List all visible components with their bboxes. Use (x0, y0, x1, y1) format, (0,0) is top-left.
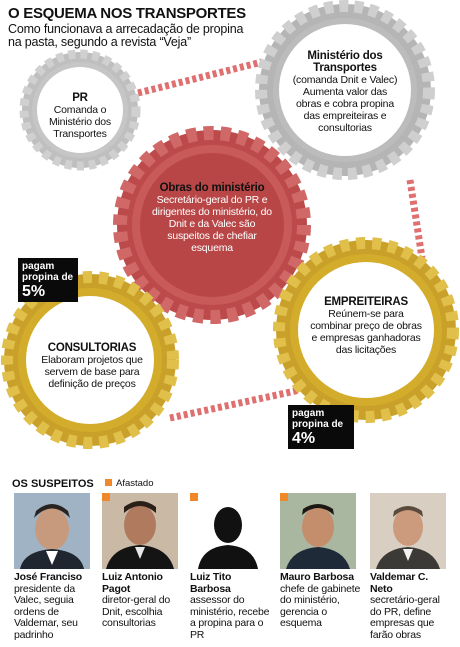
suspect-desc: assessor do ministério, recebe a propina… (190, 594, 270, 641)
suspect-name: Luiz Tito Barbosa (190, 571, 232, 595)
afastado-flag (190, 493, 198, 501)
gear-pr (19, 49, 141, 171)
suspect-desc: chefe de gabinete do ministério, gerenci… (280, 582, 361, 629)
afastado-legend: Afastado (105, 478, 154, 489)
gear-ministerio-text: Ministério dos Transportes (comanda Dnit… (290, 50, 400, 134)
suspect-name: Luiz Antonio Pagot (102, 571, 163, 595)
gear-pr-title: PR (72, 92, 88, 104)
badge-consultorias-label: pagam propina de (22, 261, 74, 283)
badge-empreiteiras-value: 4% (292, 430, 316, 447)
badge-consultorias: pagam propina de 5% (18, 258, 78, 302)
gear-consultorias (1, 271, 179, 449)
suspect-card: Luiz Antonio Pagot diretor-geral do Dnit… (102, 493, 184, 630)
afastado-legend-label: Afastado (116, 478, 154, 489)
chain-ministerio-empreiteiras (406, 179, 426, 259)
gear-empreiteiras (273, 237, 459, 423)
gear-ministerio (255, 0, 435, 180)
gear-ministerio-desc: (comanda Dnit e Valec) Aumenta valor das… (292, 74, 398, 134)
suspect-desc: secretário-geral do PR, define empresas … (370, 594, 440, 641)
suspect-desc: diretor-geral do Dnit, escolhia consulto… (102, 594, 171, 629)
gear-diagram (1, 0, 459, 449)
gear-consultorias-title: CONSULTORIAS (47, 342, 137, 354)
suspect-desc: presidente da Valec, seguia ordens de Va… (14, 582, 78, 641)
gear-empreiteiras-desc: Reúnem-se para combinar preço de obras e… (310, 308, 422, 356)
suspect-card: Luiz Tito Barbosa assessor do ministério… (190, 493, 272, 641)
afastado-legend-swatch (105, 479, 112, 486)
chain-pr-ministerio (137, 58, 263, 104)
suspect-name: Mauro Barbosa (280, 571, 354, 583)
suspect-photo (102, 493, 178, 569)
gear-obras-title: Obras do ministério (159, 182, 265, 194)
afastado-flag (102, 493, 110, 501)
suspect-photo (190, 493, 266, 569)
gear-pr-desc: Comanda o Ministério dos Transportes (49, 104, 111, 140)
page-subtitle: Como funcionava a arrecadação de propina… (8, 22, 244, 49)
gear-obras-desc: Secretário-geral do PR e dirigentes do m… (152, 194, 272, 254)
chain-consultorias-empreiteiras (169, 386, 301, 422)
badge-empreiteiras-label: pagam propina de (292, 408, 344, 430)
gear-ministerio-title: Ministério dos Transportes (307, 50, 383, 74)
suspect-photo (14, 493, 90, 569)
suspects-title: OS SUSPEITOS (12, 478, 94, 490)
gear-consultorias-desc: Elaboram projetos que servem de base par… (41, 354, 143, 390)
badge-consultorias-value: 5% (22, 283, 46, 300)
suspect-card: José Franciso presidente da Valec, segui… (14, 493, 96, 641)
gear-obras (113, 126, 311, 324)
page-title: O ESQUEMA NOS TRANSPORTES (8, 5, 246, 22)
suspect-card: Mauro Barbosa chefe de gabinete do minis… (280, 493, 362, 630)
gear-pr-text: PR Comanda o Ministério dos Transportes (44, 92, 116, 140)
gear-empreiteiras-text: EMPREITEIRAS Reúnem-se para combinar pre… (310, 296, 422, 356)
suspect-name: Valdemar C. Neto (370, 571, 428, 595)
gear-obras-text: Obras do ministério Secretário-geral do … (150, 182, 274, 254)
gear-empreiteiras-title: EMPREITEIRAS (324, 296, 408, 308)
suspect-card: Valdemar C. Neto secretário-geral do PR,… (370, 493, 452, 641)
afastado-flag (280, 493, 288, 501)
gear-consultorias-text: CONSULTORIAS Elaboram projetos que serve… (38, 342, 146, 390)
badge-empreiteiras: pagam propina de 4% (288, 405, 354, 449)
suspect-name: José Franciso (14, 571, 83, 583)
suspect-photo (370, 493, 446, 569)
suspect-photo (280, 493, 356, 569)
